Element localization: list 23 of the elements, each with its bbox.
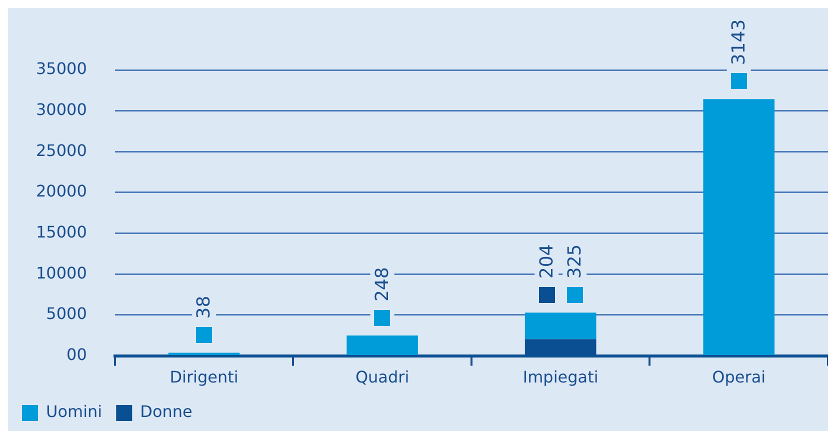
- y-tick-label: 15000: [36, 222, 87, 242]
- y-tick-label: 00: [66, 344, 87, 364]
- y-tick-label: 5000: [46, 304, 87, 324]
- legend-label: Donne: [140, 402, 192, 422]
- annotation: 204: [536, 244, 558, 279]
- annotation: 325: [564, 244, 586, 279]
- x-tick-label: Quadri: [355, 368, 410, 387]
- x-tick-label: Operai: [712, 368, 766, 387]
- y-tick-label: 30000: [36, 100, 87, 119]
- y-tick-label: 20000: [36, 182, 87, 201]
- bar: [524, 312, 596, 340]
- y-tick-label: 35000: [36, 59, 87, 78]
- bar: [346, 336, 418, 356]
- legend-label: Uomini: [46, 402, 102, 422]
- y-tick-label: 25000: [36, 140, 87, 160]
- bar: [703, 99, 775, 356]
- x-tick-label: Dirigenti: [170, 368, 238, 387]
- y-tick-label: 10000: [36, 263, 87, 282]
- annotation: 248: [372, 267, 393, 302]
- x-tick-label: Impiegati: [522, 368, 598, 387]
- annotation: 3143: [728, 19, 750, 66]
- bar: [168, 352, 240, 356]
- annotation: 38: [194, 296, 215, 319]
